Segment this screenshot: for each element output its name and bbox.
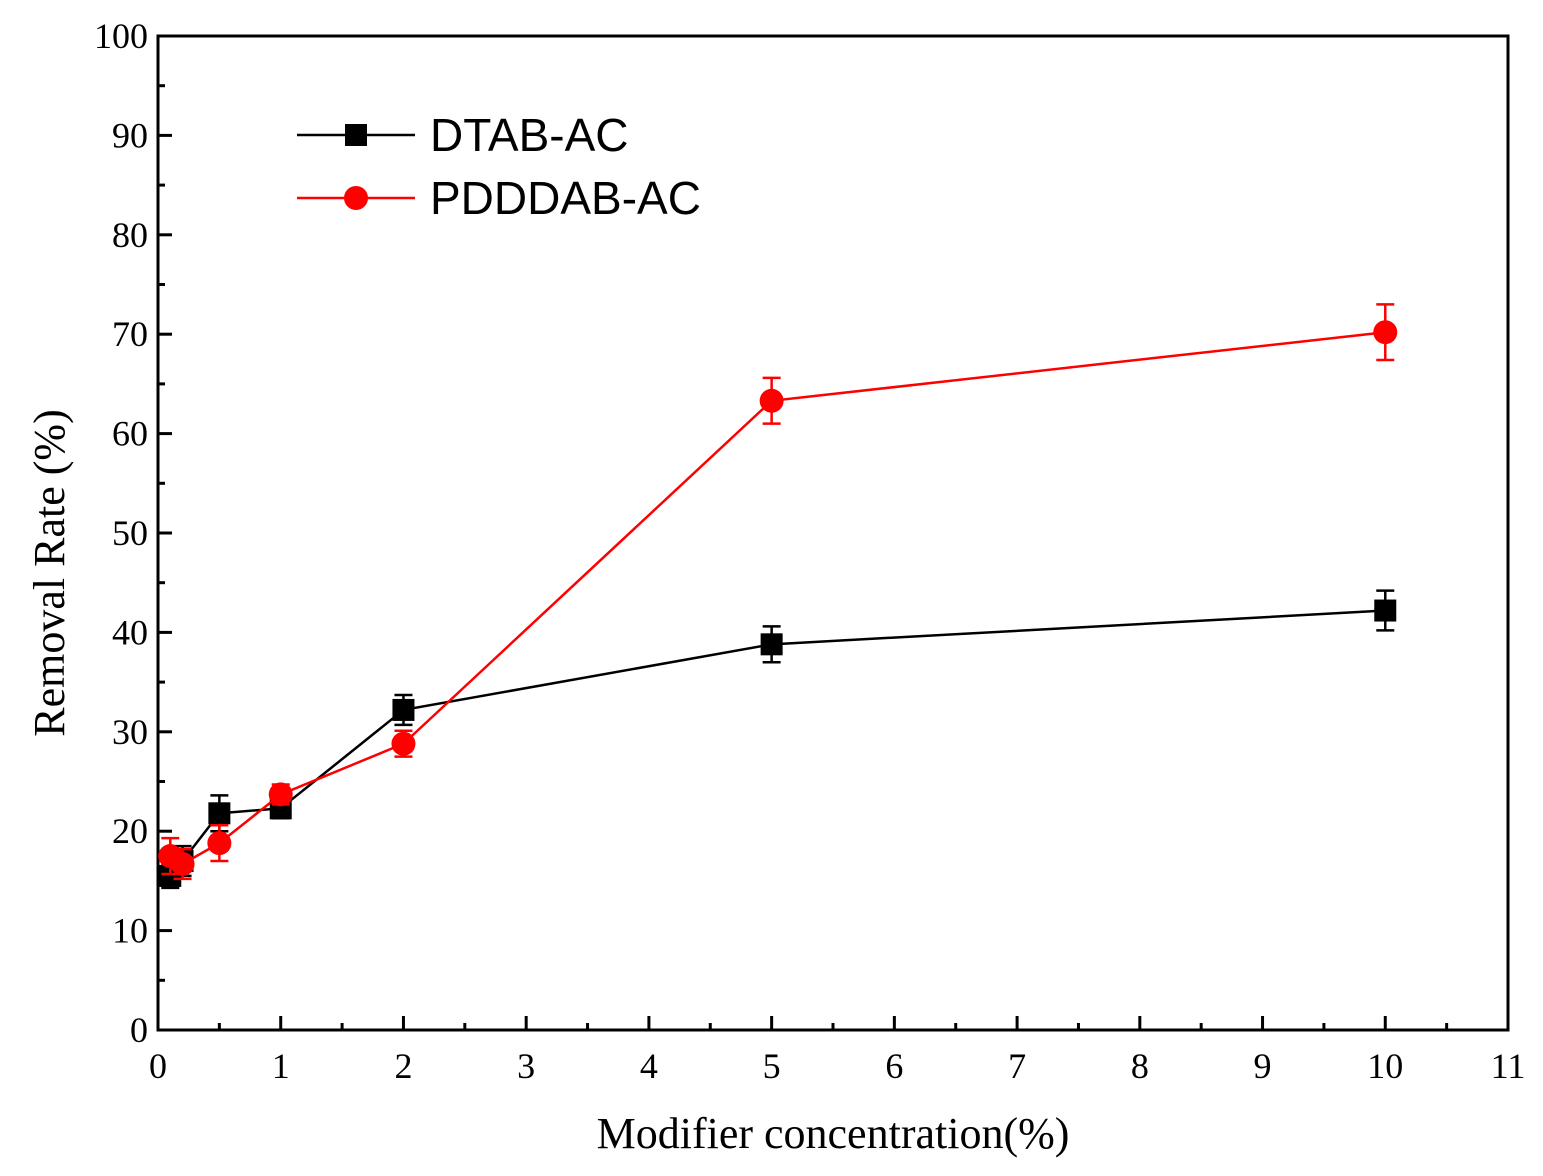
x-tick-label: 9 (1254, 1046, 1272, 1086)
x-tick-label: 8 (1131, 1046, 1149, 1086)
legend-label: DTAB-AC (430, 109, 629, 161)
legend-marker-square (345, 124, 367, 146)
data-point-circle (268, 782, 293, 807)
legend-marker-circle (344, 186, 368, 210)
data-point-circle (170, 852, 195, 877)
data-point-square (392, 698, 415, 721)
data-point-square (1374, 599, 1397, 622)
legend-item-dtab-ac: DTAB-AC (297, 109, 629, 161)
x-tick-label: 3 (517, 1046, 535, 1086)
legend-label: PDDDAB-AC (430, 172, 701, 224)
x-tick-label: 7 (1008, 1046, 1026, 1086)
x-tick-label: 1 (272, 1046, 290, 1086)
y-tick-label: 100 (94, 16, 148, 56)
data-point-circle (207, 831, 232, 856)
y-tick-label: 20 (112, 811, 148, 851)
series-dtab-ac (159, 589, 1397, 890)
x-tick-label: 2 (394, 1046, 412, 1086)
y-tick-label: 40 (112, 612, 148, 652)
y-tick-label: 90 (112, 115, 148, 155)
y-tick-label: 80 (112, 215, 148, 255)
series-layer (158, 303, 1398, 890)
x-tick-label: 0 (149, 1046, 167, 1086)
plot-frame (156, 34, 1510, 1032)
y-tick-label: 0 (130, 1010, 148, 1050)
data-point-circle (1373, 320, 1398, 345)
data-point-square (208, 802, 231, 825)
x-tick-label: 4 (640, 1046, 658, 1086)
plot-border (156, 34, 1510, 1032)
series-pdddab-ac (158, 303, 1398, 881)
data-point-circle (759, 388, 784, 413)
data-point-square (760, 633, 783, 656)
y-axis: 0 10 20 30 40 50 60 70 80 90 100 (94, 16, 172, 1050)
y-tick-label: 30 (112, 712, 148, 752)
y-tick-label: 70 (112, 314, 148, 354)
data-point-circle (391, 731, 416, 756)
y-tick-label: 50 (112, 513, 148, 553)
x-axis-title: Modifier concentration(%) (597, 1109, 1070, 1158)
x-tick-label: 11 (1491, 1046, 1526, 1086)
legend-item-pdddab-ac: PDDDAB-AC (297, 172, 701, 224)
x-axis: 0 1 2 3 4 5 6 7 8 9 10 11 (149, 1016, 1525, 1086)
series-line (169, 330, 1386, 866)
y-axis-title: Removal Rate (%) (25, 409, 74, 736)
x-tick-label: 6 (885, 1046, 903, 1086)
y-tick-label: 60 (112, 414, 148, 454)
y-tick-label: 10 (112, 911, 148, 951)
x-tick-label: 5 (763, 1046, 781, 1086)
legend: DTAB-AC PDDDAB-AC (297, 109, 701, 224)
x-tick-label: 10 (1367, 1046, 1403, 1086)
